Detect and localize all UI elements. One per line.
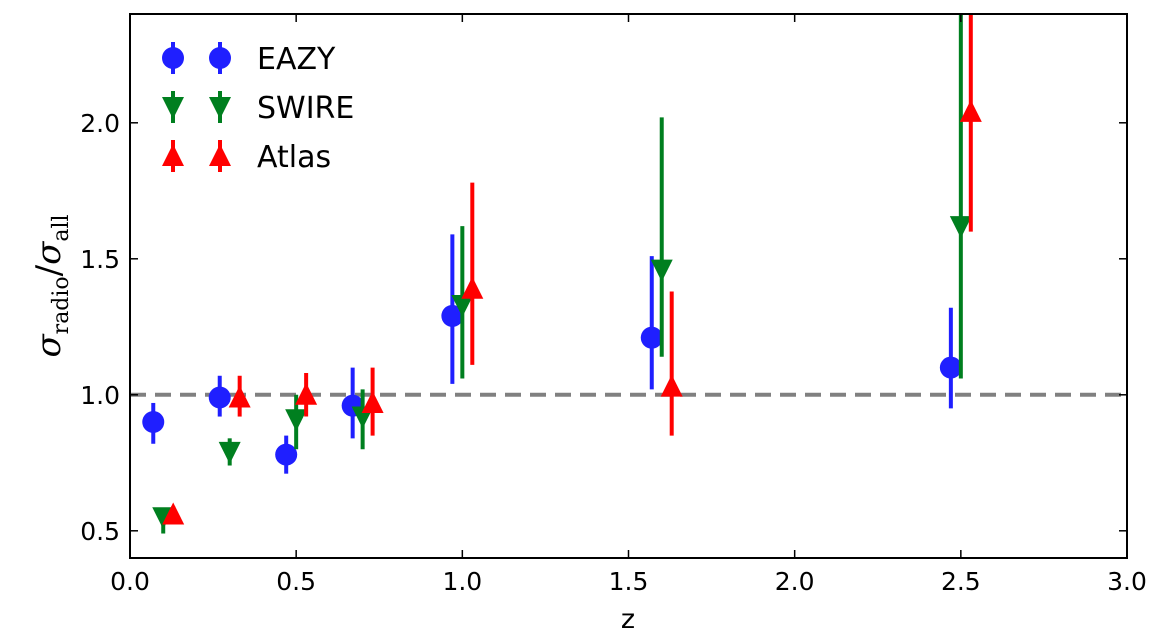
point-atlas-3 [361, 390, 384, 413]
point-atlas-0 [162, 502, 185, 525]
x-tick-label-5: 2.5 [941, 567, 981, 596]
y-tick-label-1: 1.0 [80, 381, 120, 410]
point-eazy-2 [275, 443, 298, 466]
point-atlas-1 [228, 385, 251, 408]
legend-marker-swire-0 [162, 97, 184, 119]
y-label-denominator: σ [29, 241, 69, 265]
point-swire-6 [949, 216, 972, 239]
legend-item-eazy: EAZY [162, 42, 336, 77]
legend-marker-eazy-0 [162, 47, 184, 69]
legend-item-atlas: Atlas [162, 140, 331, 175]
legend-label-swire: SWIRE [257, 91, 354, 126]
point-atlas-6 [959, 99, 982, 122]
x-tick-label-4: 2.0 [775, 567, 815, 596]
point-eazy-5 [640, 326, 663, 349]
y-label-denominator-sub: all [49, 214, 74, 241]
point-eazy-6 [939, 356, 962, 379]
x-tick-label-0: 0.0 [110, 567, 150, 596]
x-tick-label-6: 3.0 [1107, 567, 1147, 596]
point-eazy-0 [142, 411, 165, 433]
x-tick-label-1: 0.5 [276, 567, 316, 596]
y-axis-label: σradio/σall [29, 214, 74, 357]
svg-text:σradio/σall: σradio/σall [29, 214, 74, 357]
series-eazy [142, 234, 962, 474]
series-swire [152, 14, 972, 534]
point-swire-5 [650, 259, 673, 282]
series-atlas [162, 14, 982, 525]
plot-area [130, 14, 1127, 534]
legend: EAZY SWIRE Atlas [162, 42, 354, 175]
legend-marker-swire-1 [209, 97, 231, 119]
legend-marker-eazy-1 [209, 47, 231, 69]
point-atlas-2 [295, 382, 318, 405]
y-tick-label-3: 2.0 [80, 109, 120, 138]
legend-item-swire: SWIRE [162, 91, 354, 126]
x-axis-label: z [621, 604, 635, 635]
legend-marker-atlas-0 [162, 144, 184, 166]
x-tick-label-2: 1.0 [442, 567, 482, 596]
axes-ticks: 0.0 0.5 1.0 1.5 2.0 2.5 3.0 0.5 1.0 1.5 2.0 [80, 14, 1147, 596]
y-label-slash: / [29, 264, 69, 276]
x-tick-label-3: 1.5 [609, 567, 649, 596]
point-eazy-4 [441, 304, 464, 327]
legend-marker-atlas-1 [209, 144, 231, 166]
point-swire-4 [451, 295, 474, 318]
legend-label-atlas: Atlas [257, 140, 331, 175]
point-swire-1 [218, 441, 241, 464]
y-label-numerator: σ [29, 334, 69, 358]
y-label-numerator-sub: radio [49, 276, 74, 334]
point-atlas-4 [461, 276, 484, 299]
point-atlas-5 [660, 374, 683, 397]
y-tick-label-0: 0.5 [80, 517, 120, 546]
point-eazy-1 [208, 386, 231, 409]
y-tick-label-2: 1.5 [80, 245, 120, 274]
legend-label-eazy: EAZY [257, 42, 336, 77]
point-swire-2 [285, 409, 308, 432]
